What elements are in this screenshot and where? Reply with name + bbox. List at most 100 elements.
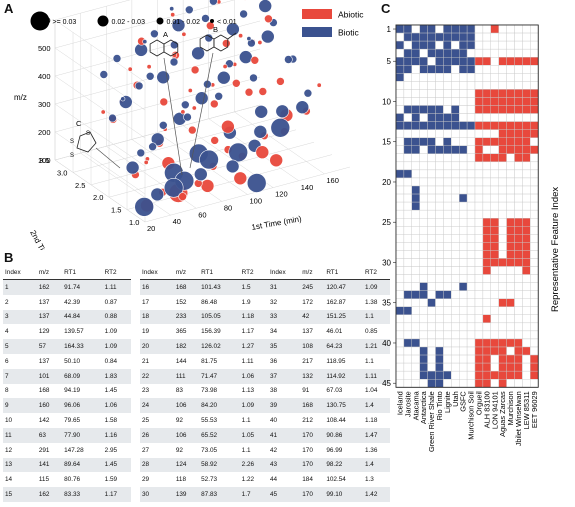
table-row: 44 184 102.54 1.3 <box>268 472 390 487</box>
heatmap-cell-present <box>466 24 476 34</box>
heatmap-cell-absent <box>522 185 531 195</box>
heatmap-cell-present <box>498 97 507 106</box>
heatmap-cell-absent <box>451 298 460 307</box>
table-cell: 3 <box>3 309 37 325</box>
heatmap-cell-absent <box>451 338 460 348</box>
heatmap-cell-absent <box>530 48 539 58</box>
data-point-abiotic <box>210 99 219 109</box>
table-cell: 245 <box>300 279 325 295</box>
class-legend-swatch <box>302 9 332 19</box>
table-cell: 24 <box>140 398 174 414</box>
table-cell: 17 <box>142 298 150 306</box>
heatmap-cell-absent <box>458 379 468 388</box>
heatmap-cell-absent <box>482 24 492 34</box>
heatmap-cell-present <box>474 97 484 106</box>
heatmap-cell-absent <box>498 48 507 58</box>
heatmap-cell-absent <box>506 306 515 316</box>
table-row: 35 108 64.23 1.21 <box>268 339 390 354</box>
heatmap-cell-absent <box>411 330 420 340</box>
heatmap-cell-absent <box>514 201 523 211</box>
table-cell: 1.13 <box>241 387 255 395</box>
heatmap-cell-present <box>482 346 492 356</box>
table-cell: 126.02 <box>199 339 240 354</box>
heatmap-cell-absent <box>514 379 523 388</box>
heatmap-cell-present <box>403 169 412 179</box>
heatmap-cell-absent <box>427 161 436 171</box>
heatmap-cell-absent <box>474 209 484 219</box>
heatmap-cell-absent <box>498 32 507 42</box>
heatmap-cell-absent <box>458 201 468 211</box>
heatmap-cell-absent <box>411 322 420 332</box>
heatmap-cell-absent <box>530 32 539 42</box>
heatmap-cell-absent <box>466 306 476 316</box>
heatmap-cell-present <box>474 137 484 146</box>
heatmap-cell-absent <box>403 354 412 364</box>
data-point-abiotic <box>222 39 231 48</box>
data-point-abiotic <box>233 171 248 186</box>
table-cell: 1.1 <box>364 357 374 365</box>
heatmap-cell-absent <box>514 266 523 275</box>
table-row: 19 365 156.39 1.17 <box>140 324 268 339</box>
heatmap-cell-absent <box>451 65 460 74</box>
size-legend-dot <box>210 19 214 23</box>
heatmap-cell-absent <box>395 217 405 227</box>
heatmap-cell-absent <box>443 169 452 179</box>
row-tick-label: 25 <box>382 218 391 227</box>
data-point-biotic <box>226 22 240 37</box>
heatmap-cell-present <box>435 121 444 130</box>
heatmap-cell-present <box>506 105 515 114</box>
heatmap-cell-absent <box>395 242 405 251</box>
table-cell: 80.76 <box>64 476 81 484</box>
heatmap-cell-present <box>411 113 420 122</box>
table-cell: 16 <box>140 279 174 295</box>
table-cell: 6 <box>5 357 9 365</box>
heatmap-cell-absent <box>458 169 468 179</box>
data-point-biotic <box>239 9 248 19</box>
heatmap-cell-absent <box>451 282 460 291</box>
heatmap-cell-absent <box>458 89 468 98</box>
heatmap-cell-absent <box>474 32 484 42</box>
heatmap-cell-present <box>411 290 420 299</box>
heatmap-cell-absent <box>498 234 507 243</box>
heatmap-cell-absent <box>482 201 492 211</box>
heatmap-cell-absent <box>435 137 444 146</box>
heatmap-cell-absent <box>514 314 523 324</box>
heatmap-cell-absent <box>522 362 531 372</box>
table-cell: 137 <box>302 328 313 336</box>
heatmap-cell-present <box>419 121 428 130</box>
heatmap-cell-absent <box>403 242 412 251</box>
heatmap-cell-present <box>443 121 452 130</box>
heatmap-cell-present <box>530 129 539 138</box>
heatmap-cell-absent <box>498 290 507 299</box>
heatmap-cell-absent <box>498 193 507 203</box>
table-cell: 10 <box>5 417 13 425</box>
heatmap-cell-absent <box>435 97 444 106</box>
heatmap-cell-absent <box>458 242 468 251</box>
heatmap-cell-present <box>530 121 539 130</box>
heatmap-cell-absent <box>530 177 539 187</box>
heatmap-cell-absent <box>411 362 420 372</box>
heatmap-cell-absent <box>522 298 531 307</box>
heatmap-cell-absent <box>451 97 460 106</box>
data-point-biotic <box>150 29 159 39</box>
heatmap-cell-present <box>506 217 515 227</box>
heatmap-cell-present <box>411 185 420 195</box>
heatmap-cell-absent <box>403 362 412 372</box>
heatmap-cell-absent <box>419 330 428 340</box>
heatmap-cell-absent <box>482 145 492 155</box>
heatmap-cell-present <box>506 89 515 98</box>
heatmap-cell-absent <box>435 306 444 316</box>
table-row: 32 172 162.87 1.38 <box>268 295 390 310</box>
table-cell: 2 <box>5 298 9 306</box>
heatmap-cell-absent <box>466 234 476 243</box>
heatmap-cell-absent <box>498 242 507 251</box>
heatmap-cell-absent <box>514 330 523 340</box>
heatmap-cell-absent <box>403 40 412 50</box>
heatmap-cell-absent <box>395 379 405 388</box>
x-tick-label: 140 <box>301 183 314 192</box>
heatmap-cell-present <box>419 32 428 42</box>
heatmap-cell-absent <box>427 362 436 372</box>
heatmap-cell-present <box>498 379 507 388</box>
heatmap-cell-absent <box>443 105 452 114</box>
